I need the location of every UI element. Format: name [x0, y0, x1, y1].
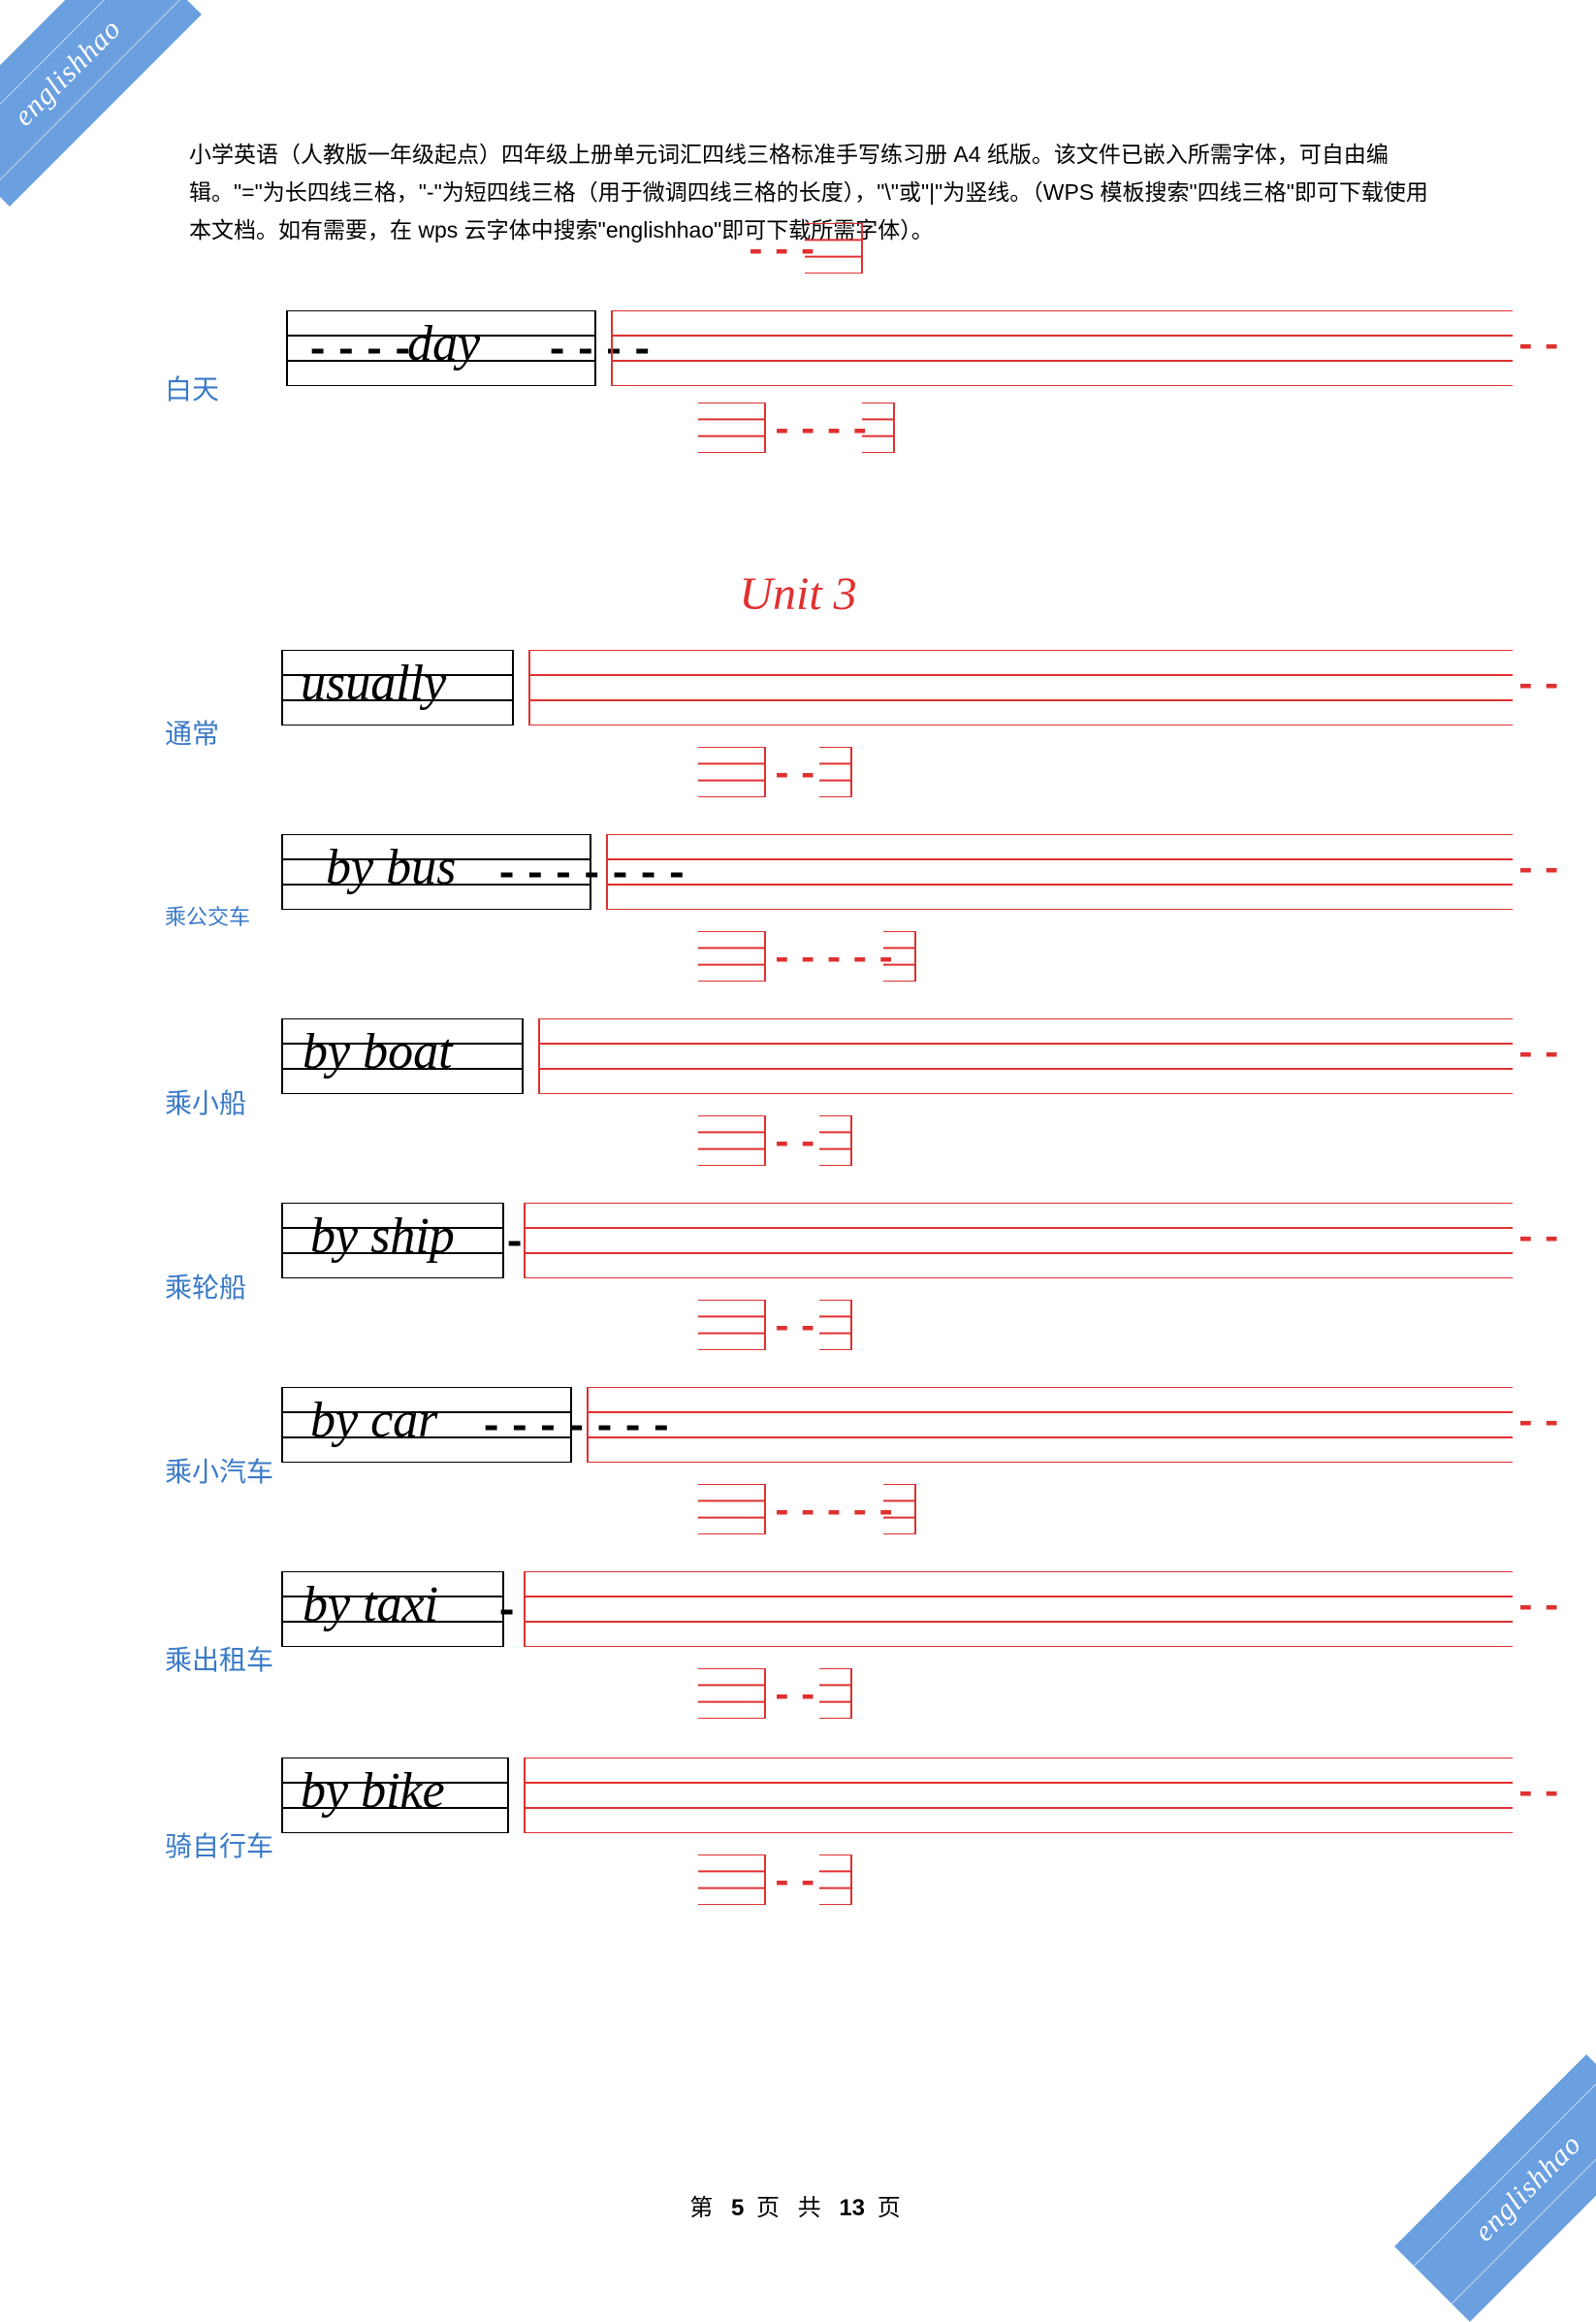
mini-bracket-right	[819, 747, 852, 805]
practice-lines	[524, 1758, 1513, 1833]
practice-lines	[524, 1571, 1513, 1647]
mini-bracket-left	[698, 1300, 766, 1358]
practice-lines	[606, 834, 1513, 910]
practice-lines	[611, 310, 1513, 386]
mini-bracket-right	[883, 931, 916, 989]
mini-dashes: --	[771, 755, 823, 796]
page-footer: 第 5 页 共 13 页	[689, 2188, 906, 2222]
watermark-ribbon-top: englishhao	[0, 0, 202, 207]
end-dashes: --	[1515, 1587, 1567, 1629]
mini-bracket-left	[698, 1115, 766, 1174]
word-label: 乘小船	[165, 1082, 246, 1121]
sample-word: by car	[310, 1392, 437, 1449]
mini-dashes: ----	[771, 410, 875, 452]
end-dashes: --	[1515, 326, 1567, 368]
word-label: 乘小汽车	[165, 1451, 273, 1490]
mini-bracket-right	[883, 1484, 916, 1542]
mini-bracket-left	[698, 931, 766, 989]
sample-word: by boat	[303, 1023, 453, 1080]
end-dashes: --	[1515, 1218, 1567, 1260]
end-dashes: --	[1515, 850, 1567, 891]
word-label: 通常	[165, 713, 219, 752]
mini-dashes: ---	[745, 231, 822, 273]
sample-word: by bike	[301, 1762, 445, 1820]
sample-word: by ship	[310, 1208, 455, 1265]
mini-bracket-right	[819, 1115, 852, 1174]
mini-bracket-right	[819, 1854, 852, 1913]
word-label: 乘出租车	[165, 1639, 273, 1678]
practice-lines	[538, 1018, 1513, 1094]
mini-dashes: --	[771, 1676, 823, 1718]
mini-bracket-right	[819, 1668, 852, 1726]
page-current: 5	[731, 2195, 744, 2221]
mini-dashes: --	[771, 1862, 823, 1904]
watermark-ribbon-bottom: englishhao	[1394, 2054, 1596, 2322]
mini-bracket-left	[698, 1484, 766, 1542]
trailing-dashes: -	[495, 1589, 523, 1635]
page-total: 13	[839, 2195, 865, 2221]
end-dashes: --	[1515, 1773, 1567, 1815]
sample-word: day	[407, 315, 480, 372]
mini-bracket-right	[819, 1300, 852, 1358]
sample-word: usually	[301, 655, 446, 712]
word-label: 骑自行车	[165, 1825, 273, 1864]
end-dashes: --	[1515, 1403, 1567, 1444]
practice-lines	[528, 650, 1513, 726]
mini-dashes: --	[771, 1123, 823, 1165]
mini-bracket-right	[862, 403, 895, 461]
mini-bracket-left	[698, 1668, 766, 1726]
sample-word: by bus	[326, 839, 456, 896]
practice-lines	[524, 1203, 1513, 1278]
mini-dashes: -----	[771, 1492, 901, 1533]
mini-bracket-left	[698, 403, 766, 461]
word-label: 乘公交车	[165, 900, 250, 931]
sample-word: by taxi	[303, 1576, 438, 1633]
watermark-text: englishhao	[8, 13, 128, 133]
mini-bracket-left	[698, 747, 766, 805]
mini-bracket-left	[698, 1854, 766, 1913]
mini-dashes: --	[771, 1307, 823, 1349]
leading-dashes: ----	[305, 328, 419, 374]
end-dashes: --	[1515, 1034, 1567, 1076]
practice-lines	[587, 1387, 1513, 1463]
word-label: 乘轮船	[165, 1267, 246, 1306]
end-dashes: --	[1515, 665, 1567, 707]
mini-dashes: -----	[771, 939, 901, 981]
word-label: 白天	[165, 369, 219, 407]
watermark-text: englishhao	[1468, 2128, 1588, 2248]
unit-title: Unit 3	[739, 567, 856, 621]
